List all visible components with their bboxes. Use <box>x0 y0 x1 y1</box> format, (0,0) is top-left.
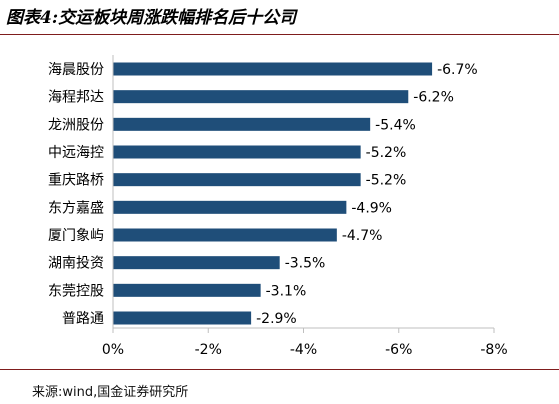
x-tick-label: 0% <box>102 342 124 358</box>
bottom-divider <box>0 369 559 370</box>
bar-3 <box>113 145 361 159</box>
category-label: 重庆路桥 <box>48 173 104 189</box>
bar-0 <box>113 62 433 76</box>
bar-7 <box>113 256 280 270</box>
category-label: 厦门象屿 <box>48 228 104 244</box>
category-label: 东莞控股 <box>48 283 104 299</box>
chart-title: 图表4:交运板块周涨跌幅排名后十公司 <box>6 8 297 28</box>
category-label: 海程邦达 <box>48 90 104 106</box>
x-tick-label: -6% <box>385 342 412 358</box>
bar-8 <box>113 283 261 297</box>
category-label: 龙洲股份 <box>48 117 104 133</box>
bars-group <box>113 62 433 325</box>
x-tick-label: -4% <box>290 342 317 358</box>
data-label: -5.2% <box>366 173 407 189</box>
source-note: 来源:wind,国金证券研究所 <box>32 385 189 400</box>
data-label: -3.1% <box>266 283 307 299</box>
data-label: -6.2% <box>413 90 454 106</box>
data-label: -4.9% <box>351 200 392 216</box>
category-label: 湖南投资 <box>48 256 104 272</box>
category-label: 中远海控 <box>48 145 104 161</box>
bar-9 <box>113 311 252 325</box>
x-axis: 0% -2% -4% -6% -8% <box>102 55 508 358</box>
top-divider <box>0 34 559 35</box>
data-label: -3.5% <box>285 256 326 272</box>
category-label: 东方嘉盛 <box>48 200 104 216</box>
category-label: 普路通 <box>62 311 104 327</box>
bar-1 <box>113 90 409 104</box>
x-tick-label: -2% <box>195 342 222 358</box>
bar-2 <box>113 117 371 131</box>
data-label: -4.7% <box>342 228 383 244</box>
data-label: -5.4% <box>375 117 416 133</box>
bar-chart: 海晨股份海程邦达龙洲股份中远海控重庆路桥东方嘉盛厦门象屿湖南投资东莞控股普路通 … <box>48 55 508 358</box>
bar-5 <box>113 200 347 214</box>
data-label: -5.2% <box>366 145 407 161</box>
category-label: 海晨股份 <box>48 62 104 78</box>
data-labels: -6.7% -6.2% -5.4% -5.2% -5.2% -4.9% -4.7% -3.5%… <box>256 62 478 327</box>
x-tick-label: -8% <box>480 342 507 358</box>
bar-6 <box>113 228 337 242</box>
data-label: -6.7% <box>437 62 478 78</box>
data-label: -2.9% <box>256 311 297 327</box>
bar-4 <box>113 173 361 187</box>
